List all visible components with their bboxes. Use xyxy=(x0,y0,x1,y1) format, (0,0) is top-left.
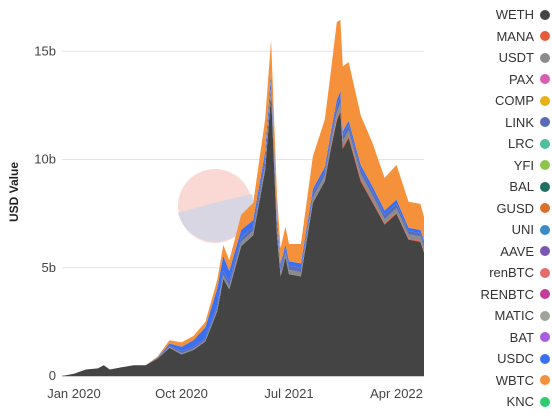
legend-label: MATIC xyxy=(494,308,534,324)
legend-swatch-icon xyxy=(540,52,550,63)
legend-item-wbtc[interactable]: WBTC xyxy=(470,370,550,392)
area-series-wbtc xyxy=(62,19,424,377)
area-series-weth xyxy=(62,94,424,376)
legend-item-knc[interactable]: KNC xyxy=(470,391,550,413)
legend-swatch-icon xyxy=(540,31,550,42)
legend-item-bat[interactable]: BAT xyxy=(470,327,550,349)
legend-swatch-icon xyxy=(540,9,550,20)
legend-item-weth[interactable]: WETH xyxy=(470,4,550,26)
legend-swatch-icon xyxy=(540,332,550,343)
y-tick-label: 15b xyxy=(34,43,56,58)
legend-swatch-icon xyxy=(540,74,550,85)
x-tick-label: Oct 2020 xyxy=(155,386,208,401)
legend-item-yfi[interactable]: YFI xyxy=(470,155,550,177)
legend-item-comp[interactable]: COMP xyxy=(470,90,550,112)
legend-swatch-icon xyxy=(540,353,550,364)
legend-item-matic[interactable]: MATIC xyxy=(470,305,550,327)
legend-swatch-icon xyxy=(540,267,550,278)
legend-label: MANA xyxy=(496,28,534,44)
legend: WETH MANA USDT PAX COMP LINK LRC YFI BAL GUSD UNI A… xyxy=(470,4,550,413)
legend-item-gusd[interactable]: GUSD xyxy=(470,198,550,220)
legend-item-aave[interactable]: AAVE xyxy=(470,241,550,263)
legend-label: LINK xyxy=(505,114,534,130)
legend-swatch-icon xyxy=(540,160,550,171)
x-tick-label: Jul 2021 xyxy=(264,386,313,401)
legend-item-lrc[interactable]: LRC xyxy=(470,133,550,155)
legend-label: WETH xyxy=(495,7,534,23)
legend-item-renbtc[interactable]: renBTC xyxy=(470,262,550,284)
legend-swatch-icon xyxy=(540,181,550,192)
legend-label: PAX xyxy=(508,71,534,87)
legend-label: RENBTC xyxy=(480,286,534,302)
legend-swatch-icon xyxy=(540,310,550,321)
watermark-logo-lower-half xyxy=(178,194,254,242)
y-tick-label: 0 xyxy=(49,368,56,383)
legend-label: renBTC xyxy=(489,265,534,281)
legend-label: KNC xyxy=(506,394,534,410)
legend-item-mana[interactable]: MANA xyxy=(470,26,550,48)
y-tick-label: 10b xyxy=(34,152,56,167)
legend-label: BAT xyxy=(509,329,534,345)
legend-item-link[interactable]: LINK xyxy=(470,112,550,134)
x-tick-label: Apr 2022 xyxy=(370,386,423,401)
y-axis-label: USD Value xyxy=(7,162,21,222)
legend-label: UNI xyxy=(511,222,534,238)
legend-label: AAVE xyxy=(500,243,534,259)
legend-label: BAL xyxy=(509,179,534,195)
legend-label: YFI xyxy=(513,157,534,173)
legend-item-usdt[interactable]: USDT xyxy=(470,47,550,69)
legend-swatch-icon xyxy=(540,246,550,257)
legend-swatch-icon xyxy=(540,203,550,214)
legend-swatch-icon xyxy=(540,117,550,128)
legend-item-renbtc[interactable]: RENBTC xyxy=(470,284,550,306)
legend-label: USDC xyxy=(497,351,534,367)
legend-label: USDT xyxy=(498,50,534,66)
legend-label: GUSD xyxy=(496,200,534,216)
legend-swatch-icon xyxy=(540,95,550,106)
legend-item-usdc[interactable]: USDC xyxy=(470,348,550,370)
legend-swatch-icon xyxy=(540,138,550,149)
legend-swatch-icon xyxy=(540,224,550,235)
legend-label: WBTC xyxy=(495,372,534,388)
y-tick-label: 5b xyxy=(42,260,56,275)
legend-item-pax[interactable]: PAX xyxy=(470,69,550,91)
legend-label: LRC xyxy=(507,136,534,152)
legend-swatch-icon xyxy=(540,375,550,386)
legend-label: COMP xyxy=(495,93,534,109)
legend-swatch-icon xyxy=(540,289,550,300)
legend-item-bal[interactable]: BAL xyxy=(470,176,550,198)
legend-swatch-icon xyxy=(540,396,550,407)
x-tick-label: Jan 2020 xyxy=(47,386,101,401)
legend-item-uni[interactable]: UNI xyxy=(470,219,550,241)
plot-area: 0 5b 10b 15b Jan 2020 Oct 2020 Jul 2021 Apr 202… xyxy=(7,19,424,401)
